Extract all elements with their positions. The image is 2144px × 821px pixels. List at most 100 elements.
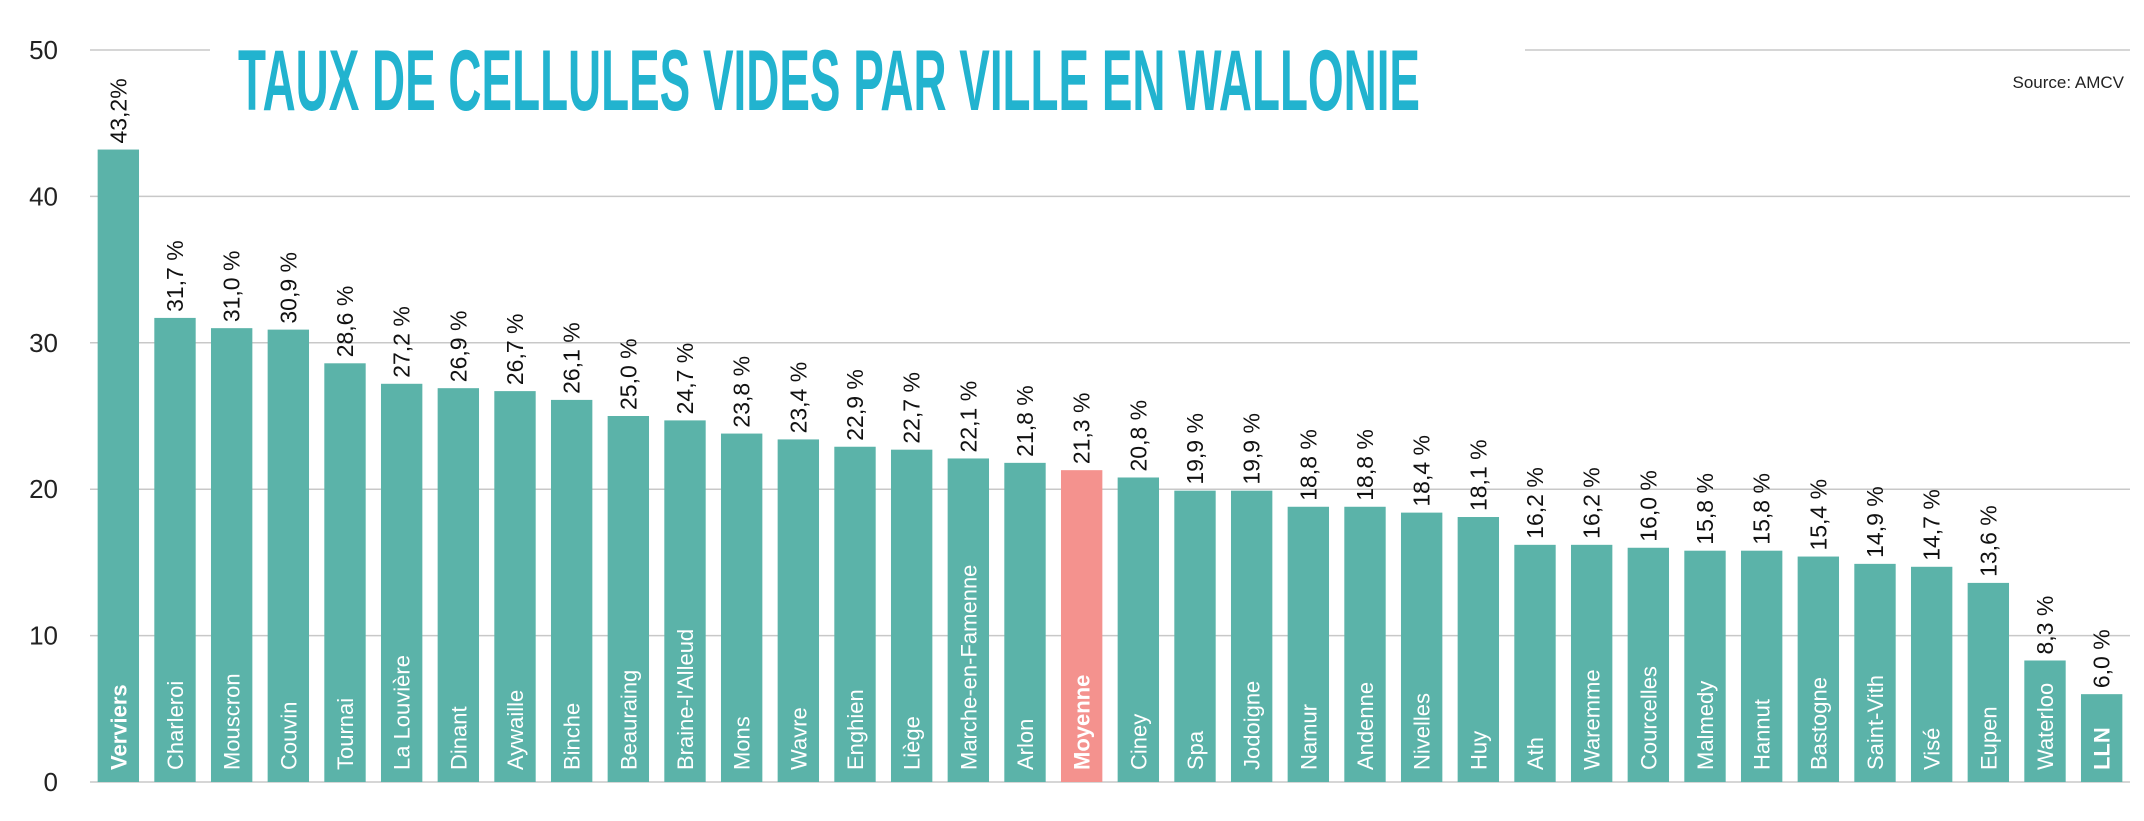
category-label: Visé (1920, 728, 1945, 770)
y-axis: 0 10 20 30 40 50 (29, 35, 58, 797)
category-label: Andenne (1353, 682, 1378, 770)
value-label: 14,7 % (1919, 489, 1945, 561)
bar (1004, 462, 1046, 782)
category-label: Enghien (843, 689, 868, 770)
category-label: Mons (730, 716, 755, 770)
bar (834, 446, 876, 782)
value-label: 26,9 % (445, 311, 471, 383)
category-label: Jodoigne (1240, 681, 1265, 770)
value-label: 21,8 % (1012, 385, 1038, 457)
value-label: 31,0 % (219, 251, 245, 323)
bar (550, 399, 593, 782)
bar (1457, 517, 1500, 782)
category-label: Huy (1466, 731, 1491, 770)
category-label: Braine-l'Alleud (673, 629, 698, 770)
bar (1344, 506, 1386, 782)
bar (1570, 544, 1613, 782)
category-label: Verviers (106, 684, 131, 770)
value-label: 30,9 % (275, 252, 301, 324)
category-label: Hannut (1750, 699, 1775, 770)
bar (664, 420, 706, 782)
bar (2024, 660, 2066, 782)
category-label: Beauraing (616, 670, 641, 770)
bar (947, 458, 990, 782)
bar (1514, 544, 1556, 782)
value-label: 20,8 % (1125, 400, 1151, 472)
value-label: 15,4 % (1805, 479, 1831, 551)
value-label: 18,8 % (1295, 429, 1321, 501)
bar (1287, 506, 1330, 782)
bar (494, 391, 536, 782)
category-label: Dinant (446, 706, 471, 770)
bar (2080, 694, 2123, 782)
category-label: LLN (2090, 727, 2115, 770)
category-label: Binche (560, 703, 585, 770)
category-label: Spa (1183, 730, 1208, 770)
value-label: 16,2 % (1579, 467, 1605, 539)
value-label: 19,9 % (1239, 413, 1265, 485)
category-label: Mouscron (220, 673, 245, 770)
category-label: Arlon (1013, 719, 1038, 770)
category-label: Charleroi (163, 681, 188, 770)
value-label: 23,4 % (785, 362, 811, 434)
bars (97, 149, 2123, 782)
bar (267, 329, 310, 782)
value-label: 19,9 % (1182, 413, 1208, 485)
category-label: Courcelles (1636, 666, 1661, 770)
value-label: 22,7 % (899, 372, 925, 444)
category-label: Nivelles (1410, 693, 1435, 770)
category-labels: Verviers Charleroi Mouscron Couvin Tournai La… (106, 565, 2114, 770)
bar (1967, 582, 2010, 782)
y-tick-label: 20 (29, 474, 58, 504)
value-label: 18,8 % (1352, 429, 1378, 501)
value-label: 43,2% (105, 78, 131, 143)
category-label: Couvin (276, 702, 301, 770)
value-label: 6,0 % (2089, 629, 2115, 688)
category-label: Marche-en-Famenne (956, 565, 981, 770)
bar (380, 383, 423, 782)
category-label: Aywaille (503, 690, 528, 770)
category-label: Namur (1296, 704, 1321, 770)
category-label: Malmedy (1693, 681, 1718, 770)
value-label: 8,3 % (2032, 596, 2058, 655)
bar (154, 317, 196, 782)
bar (720, 433, 763, 782)
value-label: 16,2 % (1522, 467, 1548, 539)
bar (1627, 547, 1670, 782)
value-label: 24,7 % (672, 343, 698, 415)
value-label: 31,7 % (162, 240, 188, 312)
value-label: 28,6 % (332, 286, 358, 358)
category-label: La Louvière (390, 655, 415, 770)
source-label: Source: AMCV (2013, 73, 2125, 92)
y-tick-label: 10 (29, 621, 58, 651)
category-label: Ciney (1126, 714, 1151, 770)
title-background (210, 20, 1525, 140)
category-label: Saint-Vith (1863, 675, 1888, 770)
bar (607, 416, 650, 782)
y-tick-label: 0 (44, 767, 58, 797)
value-label: 25,0 % (615, 338, 641, 410)
bar (437, 388, 480, 782)
category-label: Moyenne (1070, 675, 1095, 770)
bar (1740, 550, 1783, 782)
bar (1854, 563, 1896, 782)
y-tick-label: 50 (29, 35, 58, 65)
y-tick-label: 40 (29, 181, 58, 211)
category-label: Tournai (333, 698, 358, 770)
value-label: 13,6 % (1975, 505, 2001, 577)
bar (1684, 550, 1726, 782)
bar (1910, 566, 1953, 782)
category-label: Ath (1523, 737, 1548, 770)
y-tick-label: 30 (29, 328, 58, 358)
bar (324, 363, 366, 782)
bar (1174, 490, 1216, 782)
bar (1230, 490, 1273, 782)
bar (1400, 512, 1443, 782)
value-label: 26,7 % (502, 314, 528, 386)
category-label: Eupen (1976, 706, 2001, 770)
bar (97, 149, 140, 782)
value-label: 26,1 % (559, 322, 585, 394)
value-label: 27,2 % (389, 306, 415, 378)
category-label: Waterloo (2033, 683, 2058, 770)
category-label: Wavre (786, 707, 811, 770)
